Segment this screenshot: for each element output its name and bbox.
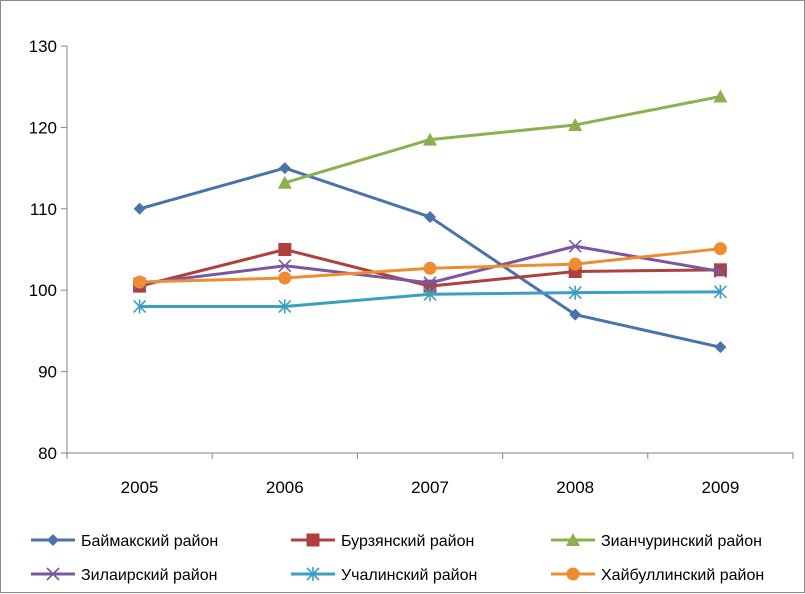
legend-label: Зилаирский район	[81, 567, 217, 584]
legend-label: Баймакский район	[81, 533, 218, 550]
legend-label: Учалинский район	[341, 567, 477, 584]
series-layer	[133, 89, 728, 354]
y-tick-label: 100	[29, 281, 57, 300]
data-point	[423, 261, 437, 275]
series-line	[284, 94, 721, 185]
data-point	[133, 275, 147, 289]
legend-marker	[306, 533, 320, 547]
data-point	[714, 341, 727, 354]
legend-item: Зианчуринский район	[551, 533, 762, 550]
data-point	[568, 117, 583, 131]
data-point	[569, 308, 582, 321]
data-point	[713, 284, 727, 299]
series-1	[133, 162, 727, 354]
data-point	[568, 239, 582, 253]
legend-marker	[46, 567, 60, 581]
data-point	[277, 175, 292, 189]
data-point	[278, 243, 292, 256]
series-5	[133, 284, 727, 314]
series-3	[277, 89, 728, 189]
legend-item: Баймакский район	[31, 533, 218, 550]
legend-label: Хайбуллинский район	[601, 567, 764, 584]
data-point	[278, 162, 291, 175]
data-point	[424, 210, 436, 223]
data-point	[423, 287, 437, 302]
x-tick-label: 2008	[556, 478, 594, 497]
data-point	[278, 259, 292, 273]
legend-item: Бурзянский район	[291, 533, 474, 550]
x-tick-label: 2005	[121, 478, 159, 497]
data-point	[713, 264, 727, 279]
y-tick-label: 80	[38, 444, 57, 463]
series-6	[133, 242, 727, 289]
data-point	[713, 89, 728, 103]
y-tick-label: 120	[29, 118, 57, 137]
data-point	[568, 285, 582, 300]
legend-item: Зилаирский район	[31, 567, 217, 584]
x-tick-label: 2009	[701, 478, 739, 497]
data-point	[423, 132, 437, 146]
legend-item: Учалинский район	[291, 567, 477, 584]
legend-marker	[566, 567, 580, 581]
legend-marker	[566, 533, 580, 546]
legend-item: Хайбуллинский район	[551, 567, 764, 584]
data-point	[568, 257, 582, 271]
y-tick-label: 110	[30, 200, 57, 219]
data-point	[133, 202, 146, 215]
y-tick-label: 90	[38, 363, 57, 382]
axes: 80 90 100 110 120 130 2005 2006 2007 2008 2009	[29, 37, 794, 497]
data-point	[713, 242, 727, 256]
legend-marker	[47, 534, 59, 546]
x-tick-label: 2007	[411, 478, 449, 497]
data-point	[278, 271, 292, 285]
data-point	[278, 299, 292, 314]
legend: Баймакский район Бурзянский район Зианчури…	[31, 533, 764, 584]
legend-marker	[306, 567, 320, 581]
data-point	[423, 276, 437, 290]
x-tick-label: 2006	[266, 478, 304, 497]
data-point	[133, 299, 147, 314]
y-tick-label: 130	[29, 37, 57, 56]
data-point	[713, 263, 727, 277]
legend-label: Бурзянский район	[341, 533, 474, 550]
legend-label: Зианчуринский район	[601, 533, 762, 550]
